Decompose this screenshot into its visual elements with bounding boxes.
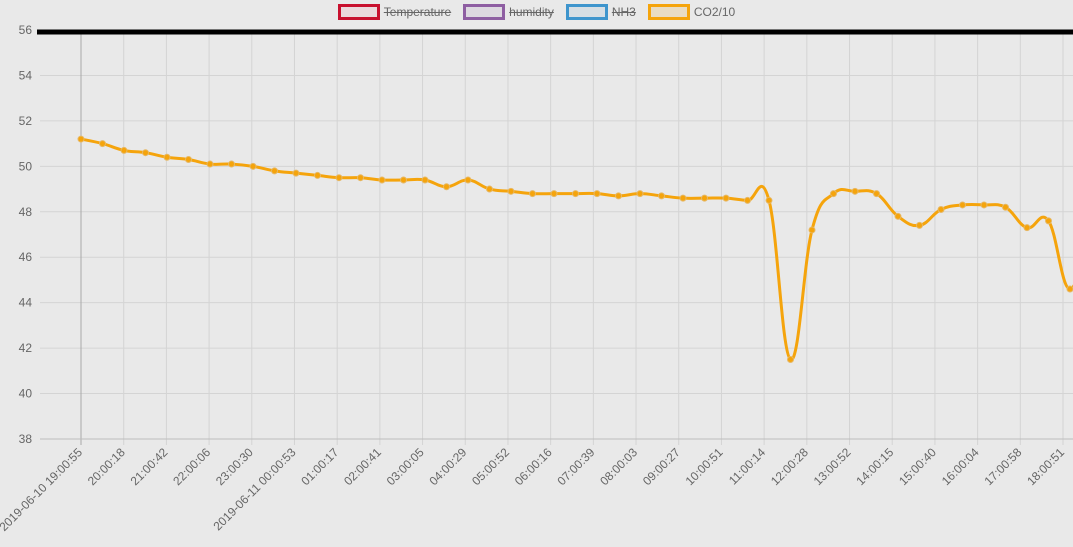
- data-point: [443, 183, 450, 191]
- legend-label: Temperature: [383, 5, 452, 19]
- x-tick-label: 06:00:16: [512, 445, 555, 488]
- legend-item[interactable]: CO2/10: [647, 4, 736, 20]
- data-point: [916, 221, 923, 229]
- x-tick-label: 04:00:29: [426, 445, 469, 488]
- legend-swatch: [337, 4, 380, 20]
- data-point: [120, 146, 128, 154]
- x-tick-label: 12:00:28: [768, 445, 811, 488]
- x-tick-label: 03:00:05: [384, 445, 427, 488]
- x-tick-label: 21:00:42: [128, 445, 171, 488]
- data-point: [722, 194, 730, 202]
- data-point: [701, 194, 708, 202]
- data-point: [830, 190, 837, 198]
- data-point: [421, 176, 429, 184]
- data-point: [271, 167, 278, 175]
- legend-item[interactable]: Temperature: [337, 4, 452, 20]
- legend-swatch: [647, 4, 690, 20]
- data-point: [1066, 285, 1073, 293]
- legend-item[interactable]: humidity: [463, 4, 554, 20]
- data-point: [335, 174, 343, 182]
- y-tick-label: 54: [19, 68, 33, 82]
- x-tick-label: 22:00:06: [170, 445, 213, 488]
- x-tick-label: 07:00:39: [555, 445, 598, 488]
- data-point: [787, 355, 794, 363]
- data-point: [679, 194, 687, 202]
- data-point: [851, 187, 859, 195]
- data-point: [1002, 203, 1009, 211]
- legend-swatch: [565, 4, 608, 20]
- data-point: [894, 212, 902, 220]
- legend-label: CO2/10: [693, 5, 736, 19]
- data-point: [808, 226, 816, 234]
- chart-legend: Temperature humidity NH3 CO2/10: [0, 4, 1073, 20]
- x-tick-label: 23:00:30: [213, 445, 256, 488]
- y-tick-label: 44: [19, 296, 33, 310]
- data-point: [185, 156, 192, 164]
- legend-label: humidity: [509, 5, 554, 19]
- data-point: [357, 174, 364, 182]
- data-point: [400, 176, 407, 184]
- y-tick-label: 38: [19, 432, 33, 446]
- legend-swatch: [463, 4, 506, 20]
- y-tick-label: 52: [19, 114, 33, 128]
- x-tick-label: 14:00:15: [853, 445, 896, 488]
- data-point: [314, 171, 321, 179]
- data-point: [615, 192, 622, 200]
- x-tick-label: 18:00:51: [1024, 445, 1067, 488]
- data-point: [937, 206, 945, 214]
- x-tick-label: 02:00:41: [341, 445, 384, 488]
- data-point: [99, 140, 106, 148]
- data-point: [658, 192, 665, 200]
- data-point: [292, 169, 300, 177]
- data-point: [142, 149, 149, 157]
- data-point: [1023, 224, 1031, 232]
- x-tick-label: 16:00:04: [939, 445, 982, 488]
- data-point: [529, 190, 536, 198]
- data-point: [873, 190, 880, 198]
- y-tick-label: 50: [19, 159, 33, 173]
- data-point: [959, 201, 966, 209]
- x-tick-label: 2019-06-10 19:00:55: [0, 445, 85, 534]
- legend-label: NH3: [611, 5, 636, 19]
- data-point: [1045, 217, 1052, 225]
- x-tick-label: 05:00:52: [469, 445, 512, 488]
- x-tick-label: 10:00:51: [683, 445, 726, 488]
- data-point: [378, 176, 386, 184]
- data-point: [636, 190, 644, 198]
- grid: [40, 29, 1073, 445]
- data-point: [249, 162, 257, 170]
- series-layer: [77, 135, 1073, 363]
- y-tick-label: 40: [19, 387, 33, 401]
- data-point: [228, 160, 235, 168]
- data-point: [550, 190, 558, 198]
- y-tick-label: 56: [19, 23, 33, 37]
- x-tick-label: 15:00:40: [896, 445, 939, 488]
- x-tick-label: 17:00:58: [981, 445, 1024, 488]
- data-point: [486, 185, 493, 193]
- y-tick-label: 42: [19, 341, 33, 355]
- x-tick-label: 09:00:27: [640, 445, 683, 488]
- data-point: [163, 153, 171, 161]
- data-point: [507, 187, 515, 195]
- x-tick-label: 11:00:14: [726, 445, 769, 488]
- data-point: [765, 196, 773, 204]
- data-point: [593, 190, 601, 198]
- data-point: [744, 196, 751, 204]
- x-tick-label: 13:00:52: [811, 445, 854, 488]
- x-tick-label: 20:00:18: [85, 445, 128, 488]
- data-point: [572, 190, 579, 198]
- data-point: [206, 160, 214, 168]
- legend-item[interactable]: NH3: [565, 4, 636, 20]
- x-tick-label: 01:00:17: [298, 445, 341, 488]
- y-tick-label: 48: [19, 205, 33, 219]
- x-tick-label: 08:00:03: [597, 445, 640, 488]
- x-tick-label: 2019-06-11 00:00:53: [211, 445, 299, 533]
- data-point: [980, 201, 988, 209]
- series-line: [80, 137, 1073, 361]
- data-point: [77, 135, 85, 143]
- data-point: [464, 176, 472, 184]
- y-tick-label: 46: [19, 250, 33, 264]
